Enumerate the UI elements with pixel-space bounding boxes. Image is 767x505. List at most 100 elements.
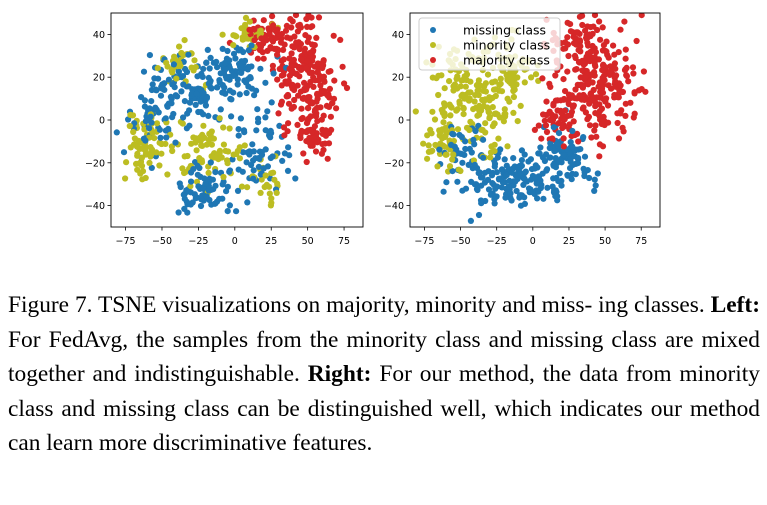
right-point-missing-class xyxy=(521,200,529,207)
left-xtick-label: −25 xyxy=(188,236,208,247)
left-point-missing-class xyxy=(178,74,185,81)
left-point-missing-class xyxy=(169,114,176,121)
left-point-majority-class xyxy=(313,113,320,120)
left-point-missing-class xyxy=(188,178,195,185)
right-point-missing-class xyxy=(546,154,553,161)
left-point-missing-class xyxy=(202,180,209,187)
right-point-minority-class xyxy=(453,75,460,82)
left-point-majority-class xyxy=(309,100,316,107)
left-point-minority-class xyxy=(208,141,215,148)
right-point-missing-class xyxy=(556,170,563,177)
right-point-missing-class xyxy=(510,155,517,162)
right-point-majority-class xyxy=(588,134,595,141)
left-point-missing-class xyxy=(257,65,264,72)
left-point-majority-class xyxy=(297,132,304,139)
left-point-majority-class xyxy=(296,65,303,72)
left-point-majority-class xyxy=(284,34,291,41)
left-point-minority-class xyxy=(130,128,137,136)
right-point-majority-class xyxy=(607,68,614,75)
right-point-missing-class xyxy=(462,138,469,145)
left-point-missing-class xyxy=(223,188,230,195)
left-point-minority-class xyxy=(268,199,275,206)
left-point-majority-class xyxy=(251,37,258,44)
right-point-missing-class xyxy=(539,154,547,161)
left-point-majority-class xyxy=(276,65,283,73)
right-point-missing-class xyxy=(555,157,562,165)
left-point-minority-class xyxy=(257,27,264,34)
right-point-majority-class xyxy=(615,49,622,56)
left-point-missing-class xyxy=(214,84,221,91)
right-point-missing-class xyxy=(551,187,558,194)
left-point-missing-class xyxy=(245,47,252,54)
left-point-minority-class xyxy=(154,65,161,72)
right-point-majority-class xyxy=(596,94,603,101)
right-point-majority-class xyxy=(596,101,603,108)
left-point-minority-class xyxy=(162,140,169,147)
left-point-majority-class xyxy=(277,39,285,46)
left-point-missing-class xyxy=(195,183,202,190)
left-point-minority-class xyxy=(191,57,198,64)
left-point-missing-class xyxy=(248,85,256,92)
figure-caption: Figure 7. TSNE visualizations on majorit… xyxy=(8,288,760,461)
right-point-majority-class xyxy=(579,21,586,29)
left-point-missing-class xyxy=(201,175,208,182)
right-point-majority-class xyxy=(540,111,547,118)
right-point-majority-class xyxy=(584,116,591,123)
right-ytick-label: −40 xyxy=(384,201,404,212)
left-point-majority-class xyxy=(298,105,305,112)
left-point-majority-class xyxy=(314,118,321,125)
left-point-missing-class xyxy=(131,120,138,127)
left-point-minority-class xyxy=(138,154,145,161)
left-point-missing-class xyxy=(285,144,292,151)
left-point-missing-class xyxy=(202,102,209,109)
left-point-majority-class xyxy=(293,39,300,46)
right-point-missing-class xyxy=(508,197,515,204)
left-point-majority-class xyxy=(326,85,333,92)
legend-marker-minority xyxy=(430,42,436,48)
right-point-missing-class xyxy=(564,171,571,179)
left-point-missing-class xyxy=(236,60,243,67)
left-point-majority-class xyxy=(298,115,305,123)
left-point-missing-class xyxy=(148,98,155,105)
left-point-minority-class xyxy=(212,154,219,161)
left-point-majority-class xyxy=(285,120,292,127)
right-point-minority-class xyxy=(441,100,448,107)
left-point-minority-class xyxy=(123,159,130,166)
right-point-minority-class xyxy=(441,110,448,117)
left-point-minority-class xyxy=(230,42,237,49)
right-point-majority-class xyxy=(582,109,590,116)
left-point-majority-class xyxy=(307,78,314,86)
left-point-missing-class xyxy=(180,81,187,88)
right-point-missing-class xyxy=(471,161,478,168)
left-point-minority-class xyxy=(230,151,237,158)
right-ytick-label: 20 xyxy=(392,73,404,84)
left-point-majority-class xyxy=(311,123,318,130)
right-point-majority-class xyxy=(590,86,597,94)
left-point-missing-class xyxy=(226,202,233,209)
right-point-minority-class xyxy=(475,77,482,84)
right-point-minority-class xyxy=(425,142,432,149)
left-point-majority-class xyxy=(308,128,315,135)
right-point-minority-class xyxy=(492,78,499,85)
right-point-majority-class xyxy=(573,29,580,36)
right-point-majority-class xyxy=(612,65,619,72)
right-point-minority-class xyxy=(479,96,486,104)
right-point-majority-class xyxy=(579,96,587,103)
left-point-missing-class xyxy=(163,134,170,141)
right-point-minority-class xyxy=(489,123,496,130)
left-point-minority-class xyxy=(127,144,134,151)
left-point-minority-class xyxy=(134,152,141,159)
legend-label-minority: minority class xyxy=(463,38,550,53)
left-point-minority-class xyxy=(273,189,280,196)
caption-right-label: Right: xyxy=(307,361,372,388)
right-point-minority-class xyxy=(501,106,508,113)
left-point-missing-class xyxy=(199,73,206,80)
left-xtick-label: 25 xyxy=(265,236,277,247)
left-point-majority-class xyxy=(312,106,319,113)
right-point-majority-class xyxy=(631,89,638,96)
left-point-majority-class xyxy=(280,56,287,63)
left-point-minority-class xyxy=(274,180,281,187)
right-point-missing-class xyxy=(569,143,576,150)
right-point-missing-class xyxy=(498,175,505,182)
left-point-minority-class xyxy=(233,33,240,40)
